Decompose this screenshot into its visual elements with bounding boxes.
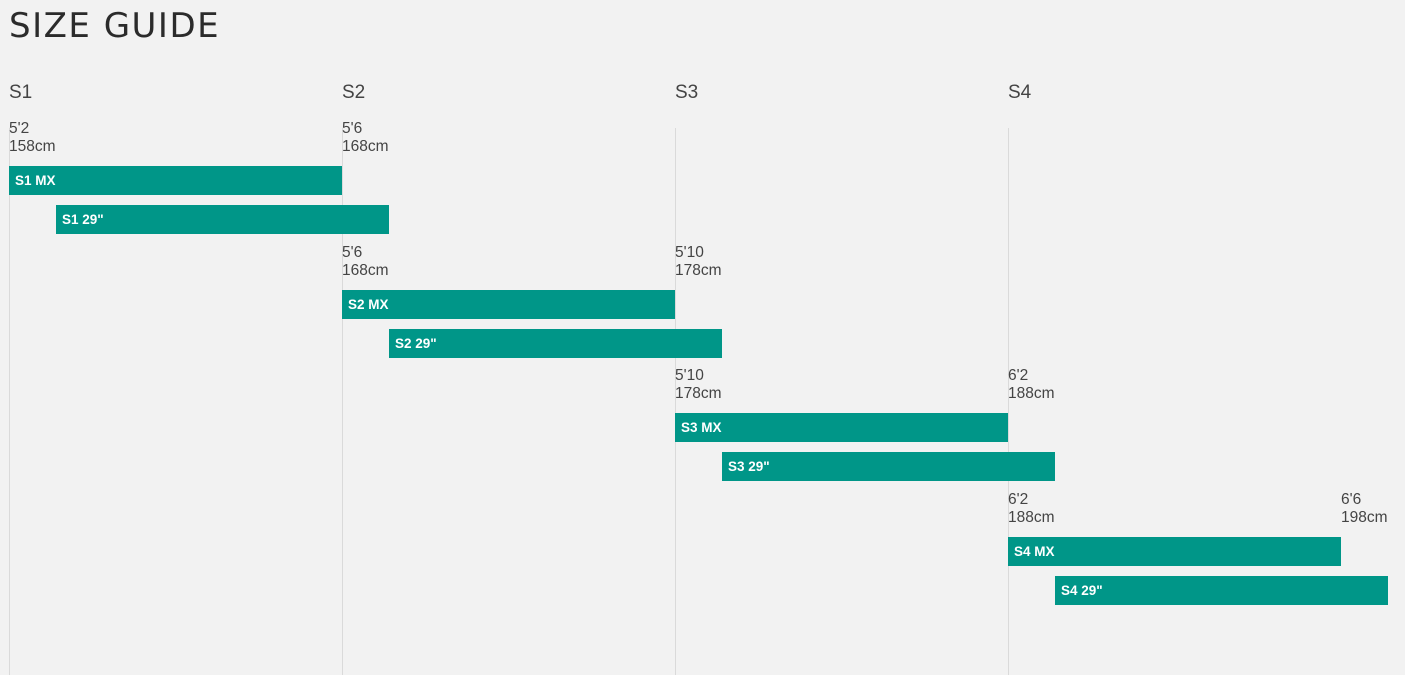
size-range-bar-s2-mx: S2 MX xyxy=(342,290,675,319)
size-range-bar-s4-29: S4 29" xyxy=(1055,576,1388,605)
size-column-label-s1: S1 xyxy=(9,82,33,103)
size-range-bar-s2-29: S2 29" xyxy=(389,329,722,358)
height-feet-label: 5'10 xyxy=(675,367,704,384)
height-cm-label: 178cm xyxy=(675,262,722,279)
range-end-label: 6'2 188cm xyxy=(1008,367,1055,403)
size-column-label-s2: S2 xyxy=(342,82,366,103)
size-range-bar-s4-mx: S4 MX xyxy=(1008,537,1341,566)
range-start-label: 6'2 188cm xyxy=(1008,491,1055,527)
size-range-bar-s3-29: S3 29" xyxy=(722,452,1055,481)
height-feet-label: 5'10 xyxy=(675,244,704,261)
height-cm-label: 188cm xyxy=(1008,509,1055,526)
range-start-label: 5'10 178cm xyxy=(675,367,722,403)
size-column-label-s4: S4 xyxy=(1008,82,1032,103)
height-cm-label: 158cm xyxy=(9,138,56,155)
page-title: SIZE GUIDE xyxy=(9,6,221,46)
height-feet-label: 5'2 xyxy=(9,120,30,137)
range-end-label: 5'10 178cm xyxy=(675,244,722,280)
size-range-bar-s1-mx: S1 MX xyxy=(9,166,342,195)
size-range-bar-s3-mx: S3 MX xyxy=(675,413,1008,442)
size-column-gridline xyxy=(1008,128,1009,675)
size-column-label-s3: S3 xyxy=(675,82,699,103)
size-column-gridline xyxy=(342,128,343,675)
height-cm-label: 168cm xyxy=(342,262,389,279)
range-start-label: 5'6 168cm xyxy=(342,244,389,280)
height-feet-label: 6'2 xyxy=(1008,491,1029,508)
range-start-label: 5'2 158cm xyxy=(9,120,56,156)
height-feet-label: 6'2 xyxy=(1008,367,1029,384)
height-feet-label: 6'6 xyxy=(1341,491,1362,508)
height-feet-label: 5'6 xyxy=(342,120,363,137)
size-column-gridline xyxy=(675,128,676,675)
height-cm-label: 168cm xyxy=(342,138,389,155)
height-cm-label: 198cm xyxy=(1341,509,1388,526)
height-cm-label: 178cm xyxy=(675,385,722,402)
size-range-bar-s1-29: S1 29" xyxy=(56,205,389,234)
range-end-label: 5'6 168cm xyxy=(342,120,389,156)
height-feet-label: 5'6 xyxy=(342,244,363,261)
range-end-label: 6'6 198cm xyxy=(1341,491,1388,527)
size-column-gridline xyxy=(9,128,10,675)
height-cm-label: 188cm xyxy=(1008,385,1055,402)
